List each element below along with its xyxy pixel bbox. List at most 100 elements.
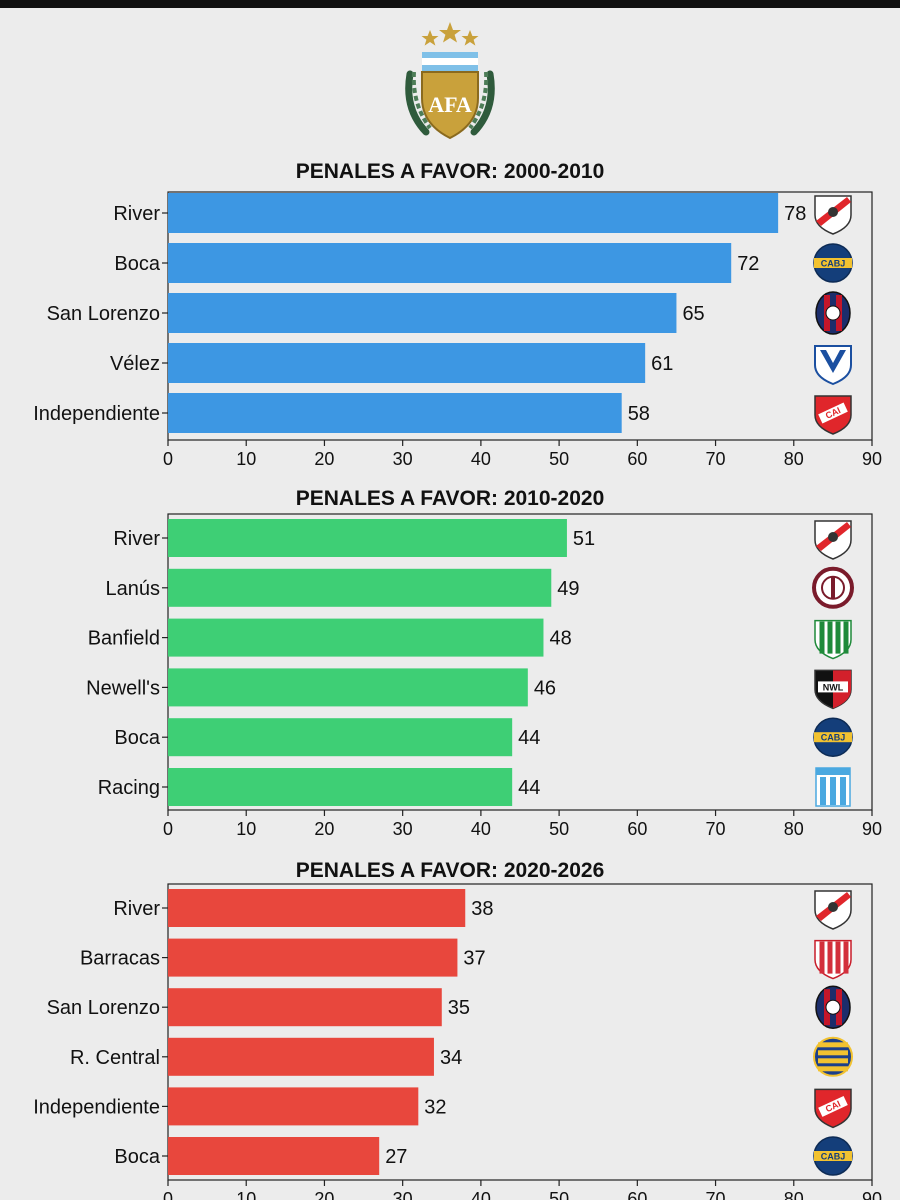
category-label: Vélez <box>110 353 160 375</box>
value-label: 49 <box>557 578 579 600</box>
bar <box>168 768 513 806</box>
category-label: Independiente <box>33 403 160 425</box>
category-label: Independiente <box>33 1096 160 1118</box>
x-tick-label: 50 <box>549 1189 569 1200</box>
river-crest-icon <box>814 520 852 560</box>
chart-title: PENALES A FAVOR: 2020-2026 <box>296 859 605 882</box>
x-tick-label: 30 <box>393 819 413 839</box>
bar <box>168 343 646 383</box>
value-label: 58 <box>628 403 650 425</box>
bar <box>168 193 779 233</box>
independiente-crest-icon: CAI <box>814 395 852 435</box>
bar <box>168 1037 434 1076</box>
x-tick-label: 40 <box>471 819 491 839</box>
boca-crest-icon: CABJ <box>813 1136 853 1176</box>
bar <box>168 519 567 557</box>
bar <box>168 568 552 607</box>
x-tick-label: 70 <box>706 449 726 469</box>
bar <box>168 618 544 657</box>
x-tick-label: 0 <box>163 449 173 469</box>
x-tick-label: 70 <box>706 1189 726 1200</box>
svg-text:CABJ: CABJ <box>821 259 846 269</box>
bar <box>168 243 732 283</box>
x-tick-label: 20 <box>314 449 334 469</box>
value-label: 44 <box>518 727 540 749</box>
category-label: San Lorenzo <box>47 303 160 325</box>
x-tick-label: 10 <box>236 449 256 469</box>
x-tick-label: 80 <box>784 1189 804 1200</box>
value-label: 34 <box>440 1047 462 1069</box>
value-label: 35 <box>448 997 470 1019</box>
bar <box>168 718 513 757</box>
value-label: 46 <box>534 677 556 699</box>
category-label: Boca <box>114 1146 160 1168</box>
bar <box>168 889 466 927</box>
value-label: 37 <box>463 948 485 970</box>
plot-frame <box>167 883 873 1181</box>
chart-2010-2020: PENALES A FAVOR: 2010-2020 River 51 Lanús 49… <box>86 487 882 839</box>
value-label: 78 <box>784 203 806 225</box>
bar <box>168 938 458 977</box>
bar <box>168 1087 419 1126</box>
velez-crest-icon <box>814 345 852 386</box>
boca-crest-icon: CABJ <box>813 243 853 283</box>
svg-text:CABJ: CABJ <box>821 733 846 743</box>
san-lorenzo-crest-icon <box>815 291 851 335</box>
x-tick-label: 50 <box>549 819 569 839</box>
category-label: R. Central <box>70 1047 160 1069</box>
category-label: River <box>113 898 160 920</box>
afa-logo: AFA <box>405 22 495 140</box>
value-label: 32 <box>424 1096 446 1118</box>
value-label: 72 <box>737 253 759 275</box>
category-label: Boca <box>114 253 160 275</box>
independiente-crest-icon: CAI <box>814 1088 852 1129</box>
category-label: Boca <box>114 727 160 749</box>
x-tick-label: 80 <box>784 819 804 839</box>
x-tick-label: 30 <box>393 1189 413 1200</box>
plot-frame <box>167 513 873 811</box>
value-label: 27 <box>385 1146 407 1168</box>
category-label: Racing <box>98 777 160 799</box>
category-label: River <box>113 528 160 550</box>
barracas-crest-icon <box>814 939 852 980</box>
chart-2000-2010: PENALES A FAVOR: 2000-2010 River 78 Boca 72 C… <box>33 160 882 469</box>
x-tick-label: 70 <box>706 819 726 839</box>
lanus-crest-icon <box>812 566 854 609</box>
x-tick-label: 30 <box>393 449 413 469</box>
x-tick-label: 20 <box>314 819 334 839</box>
x-tick-label: 90 <box>862 1189 882 1200</box>
value-label: 48 <box>549 628 571 650</box>
newells-crest-icon: NWL <box>814 669 852 710</box>
stars-icon <box>421 22 479 46</box>
x-tick-label: 0 <box>163 1189 173 1200</box>
category-label: River <box>113 203 160 225</box>
bar <box>168 1137 380 1175</box>
chart-title: PENALES A FAVOR: 2010-2020 <box>296 487 605 510</box>
value-label: 61 <box>651 353 673 375</box>
x-tick-label: 40 <box>471 1189 491 1200</box>
x-tick-label: 50 <box>549 449 569 469</box>
banfield-crest-icon <box>814 619 852 660</box>
river-crest-icon <box>814 890 852 930</box>
x-tick-label: 60 <box>627 449 647 469</box>
category-label: San Lorenzo <box>47 997 160 1019</box>
river-crest-icon <box>814 195 852 235</box>
top-bar <box>0 0 900 8</box>
x-tick-label: 20 <box>314 1189 334 1200</box>
bar <box>168 988 442 1027</box>
x-tick-label: 10 <box>236 819 256 839</box>
x-tick-label: 60 <box>627 1189 647 1200</box>
category-label: Newell's <box>86 677 160 699</box>
bar <box>168 393 622 433</box>
x-tick-label: 0 <box>163 819 173 839</box>
svg-text:NWL: NWL <box>823 682 844 692</box>
value-label: 51 <box>573 528 595 550</box>
chart-title: PENALES A FAVOR: 2000-2010 <box>296 160 605 183</box>
logo-text: AFA <box>428 92 472 117</box>
value-label: 44 <box>518 777 540 799</box>
x-tick-label: 90 <box>862 819 882 839</box>
rosario-central-crest-icon <box>813 1036 853 1077</box>
x-tick-label: 40 <box>471 449 491 469</box>
bar <box>168 668 528 707</box>
x-tick-label: 10 <box>236 1189 256 1200</box>
